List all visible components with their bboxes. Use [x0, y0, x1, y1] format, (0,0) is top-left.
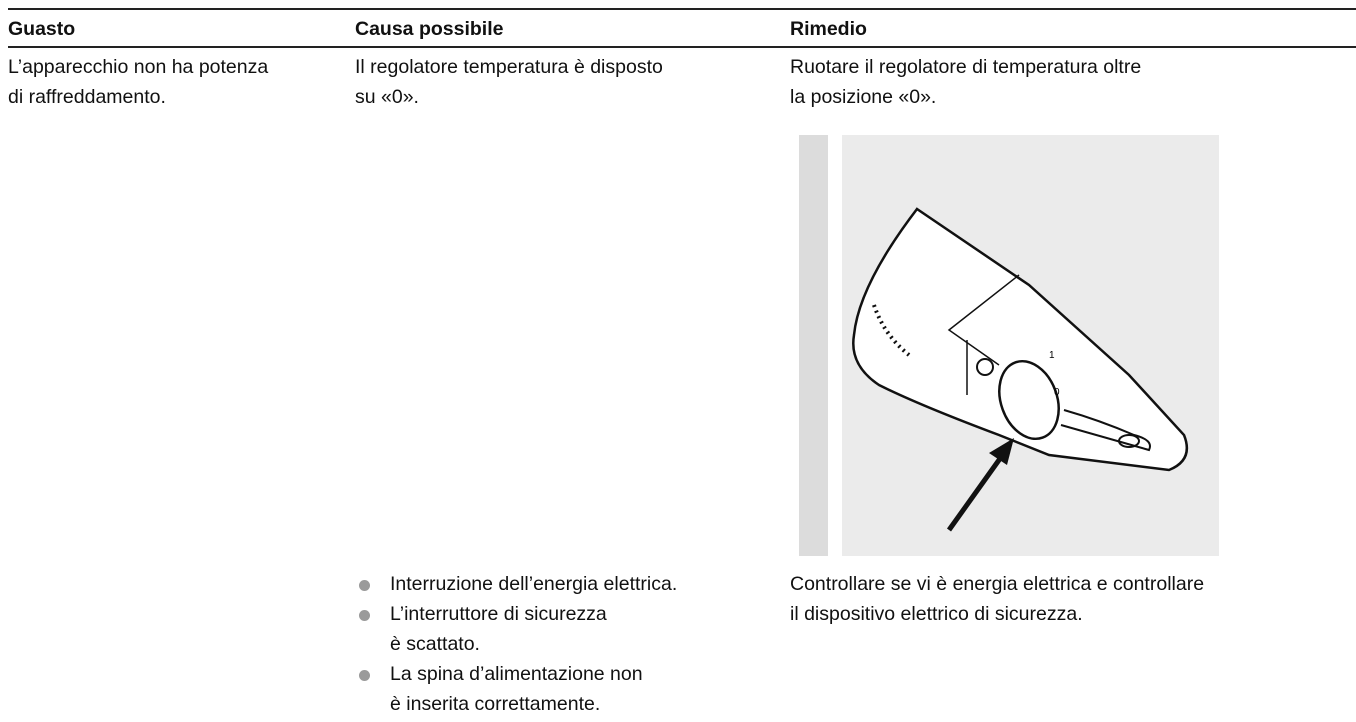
- header-cell: Rimedio: [790, 18, 867, 40]
- cell-line: il dispositivo elettrico di sicurezza.: [790, 603, 1083, 625]
- list-line: Interruzione dell’energia elettrica.: [390, 573, 678, 595]
- illustration: 1 0: [799, 135, 1219, 556]
- header-rule: [8, 46, 1356, 48]
- header-cell: Guasto: [8, 18, 76, 40]
- cell-line: Ruotare il regolatore di temperatura olt…: [790, 56, 1142, 78]
- list-line: La spina d’alimentazione non: [390, 663, 643, 685]
- dial-label: 0: [1054, 387, 1060, 398]
- cell-line: su «0».: [355, 86, 419, 108]
- cell-line: la posizione «0».: [790, 86, 937, 108]
- cell-line: di raffreddamento.: [8, 86, 166, 108]
- top-rule: [8, 8, 1356, 10]
- list-line: è scattato.: [390, 633, 480, 655]
- bullet: [359, 610, 370, 621]
- header-cell: Causa possibile: [355, 18, 504, 40]
- cell-line: Il regolatore temperatura è disposto: [355, 56, 663, 78]
- list-line: è inserita correttamente.: [390, 693, 601, 715]
- bullet: [359, 670, 370, 681]
- list-line: L’interruttore di sicurezza: [390, 603, 607, 625]
- cell-line: Controllare se vi è energia elettrica e …: [790, 573, 1205, 595]
- bullet: [359, 580, 370, 591]
- dial-label: 1: [1049, 350, 1055, 361]
- cell-line: L’apparecchio non ha potenza: [8, 56, 269, 78]
